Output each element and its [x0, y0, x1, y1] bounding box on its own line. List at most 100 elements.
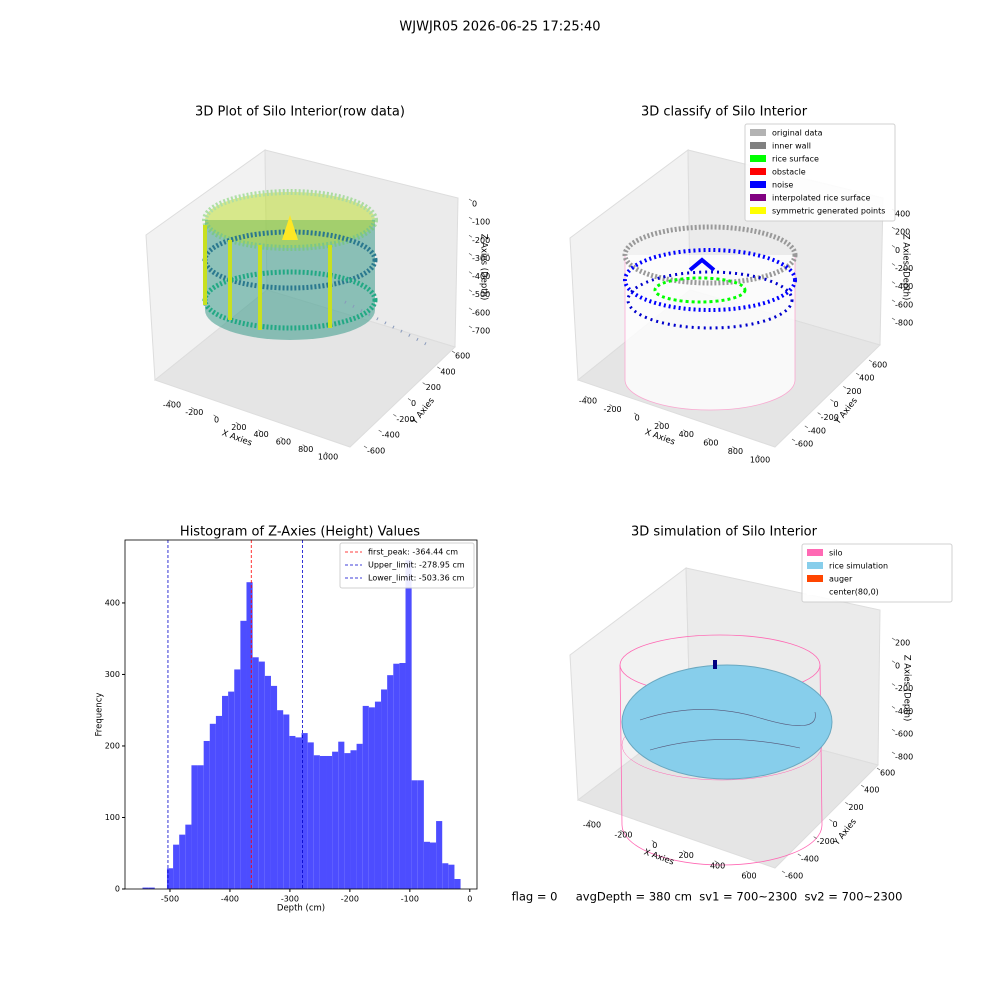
x-tick-label: 1000 — [750, 456, 770, 465]
bar — [381, 689, 388, 889]
legend-label: obstacle — [772, 168, 806, 177]
bar — [258, 661, 265, 889]
tick-mark — [191, 407, 195, 410]
tick-mark — [235, 422, 240, 425]
z-tick-label: -600 — [472, 308, 490, 317]
bar — [270, 685, 278, 889]
legend-patch — [807, 562, 823, 569]
point-cloud — [202, 189, 429, 347]
bar — [234, 669, 241, 889]
z-tick-label: -100 — [472, 218, 490, 227]
bar — [405, 560, 412, 889]
x-tick-label: -400 — [583, 821, 601, 830]
x-tick-label: -300 — [281, 895, 299, 904]
tick-mark — [468, 325, 473, 329]
bar — [179, 834, 186, 889]
chart-title: 3D classify of Silo Interior — [641, 105, 808, 120]
bar — [399, 663, 406, 889]
tick-mark — [213, 414, 217, 418]
tick-mark — [407, 398, 412, 401]
legend-label: rice simulation — [829, 562, 888, 571]
bar — [429, 842, 437, 889]
y-tick-label: 300 — [105, 670, 120, 679]
tick-mark — [280, 436, 284, 440]
x-tick-label: 200 — [654, 422, 669, 431]
bar — [222, 695, 229, 889]
footer: flag = 0 avgDepth = 380 cm sv1 = 700~230… — [512, 890, 903, 904]
bar — [148, 887, 155, 889]
legend-label: original data — [772, 129, 823, 138]
bar — [326, 755, 333, 889]
z-tick-label: 0 — [472, 200, 477, 209]
z-axis-label: Z Axies (Depth) — [901, 234, 911, 301]
bar — [142, 887, 149, 889]
bar — [313, 755, 320, 889]
legend-patch — [807, 588, 823, 595]
plot-frame — [124, 539, 478, 890]
tick-mark — [891, 245, 896, 248]
tick-mark — [451, 350, 456, 354]
x-tick-label: 400 — [254, 430, 269, 439]
x-tick-label: 800 — [728, 447, 743, 456]
bar — [240, 620, 247, 889]
y-tick-label: -600 — [367, 447, 385, 456]
z-tick-label: -700 — [472, 327, 490, 336]
y-tick-label: 200 — [846, 387, 861, 396]
z-tick-label: -200 — [895, 684, 913, 693]
bar — [203, 740, 210, 889]
y-tick-label: 400 — [105, 598, 120, 607]
tick-mark — [891, 637, 896, 641]
bar — [374, 701, 382, 889]
legend-label: auger — [829, 575, 853, 584]
tick-mark — [468, 289, 473, 292]
bar — [368, 707, 375, 889]
tick-mark — [257, 429, 262, 432]
tick-mark — [843, 386, 847, 389]
bar — [454, 878, 461, 889]
tick-mark — [891, 317, 896, 321]
tick-mark — [891, 751, 896, 755]
y-tick-label: -200 — [396, 415, 414, 424]
bar — [417, 780, 424, 889]
legend-box — [801, 543, 953, 603]
z-tick-label: -600 — [895, 300, 913, 309]
bar — [295, 737, 302, 889]
bar — [277, 710, 284, 889]
chart-title: 3D simulation of Silo Interior — [631, 525, 818, 540]
bar — [252, 657, 259, 889]
z-tick-label: -300 — [472, 254, 490, 263]
z-tick-label: 0 — [895, 246, 900, 255]
y-tick-label: 200 — [105, 741, 120, 750]
tick-mark — [468, 198, 473, 202]
legend-label: symmetric generated points — [772, 207, 885, 216]
bar — [436, 821, 443, 889]
bar — [332, 751, 339, 889]
tick-mark — [324, 451, 329, 455]
legend-label: Lower_limit: -503.36 cm — [368, 574, 465, 583]
tick-mark — [791, 438, 796, 442]
legend-label: interpolated rice surface — [772, 194, 870, 203]
y-tick-label: 0 — [833, 820, 838, 829]
tick-mark — [845, 802, 849, 805]
tick-mark — [363, 445, 368, 449]
bar — [301, 733, 308, 889]
y-tick-label: 200 — [426, 383, 441, 392]
z-tick-label: -600 — [895, 730, 913, 739]
z-tick-label: -400 — [895, 282, 913, 291]
tick-mark — [302, 444, 306, 447]
tick-mark — [683, 850, 687, 853]
x-axis-label: Depth (cm) — [277, 904, 325, 914]
x-tick-label: 0 — [467, 895, 472, 904]
bar — [442, 863, 449, 889]
bar — [166, 868, 174, 889]
chart-title: 3D Plot of Silo Interior(row data) — [195, 105, 405, 120]
y-tick-label: -600 — [785, 872, 803, 881]
tick-mark — [891, 683, 896, 686]
legend-label: center(80,0) — [829, 588, 879, 597]
x-tick-label: 200 — [231, 423, 246, 432]
tick-mark — [856, 372, 860, 376]
tick-mark — [891, 728, 896, 732]
tick-mark — [707, 437, 712, 441]
tick-mark — [393, 414, 397, 417]
